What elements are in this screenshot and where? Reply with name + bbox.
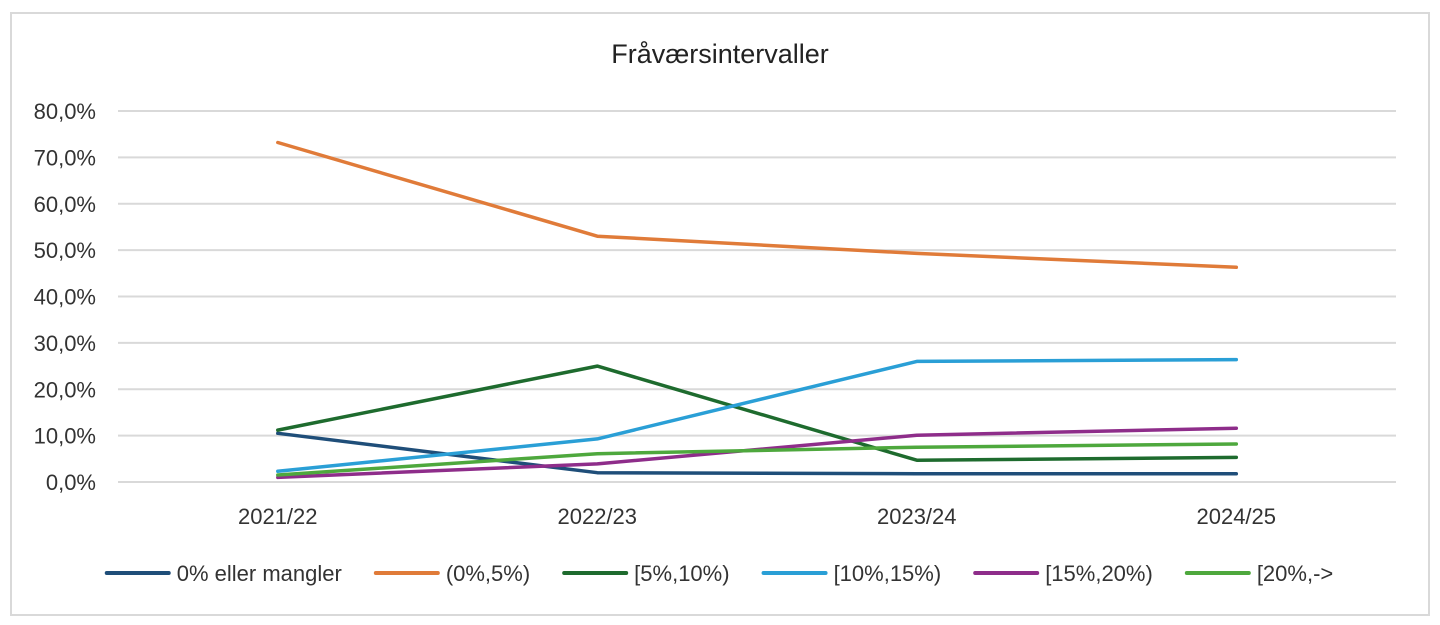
y-tick-label: 60,0% (34, 192, 96, 217)
legend-label: (0%,5%) (446, 561, 530, 586)
series-line-2 (276, 364, 1239, 462)
series-lines (276, 140, 1239, 480)
series-line-3 (276, 357, 1239, 474)
x-axis-ticks: 2021/22 2022/23 2023/24 2024/25 (238, 504, 1276, 529)
legend-label: 0% eller mangler (177, 561, 342, 586)
legend-label: [15%,20%) (1045, 561, 1153, 586)
y-axis-ticks: 0,0% 10,0% 20,0% 30,0% 40,0% 50,0% 60,0% 70,0% 8… (34, 99, 96, 495)
y-tick-label: 70,0% (34, 145, 96, 170)
x-tick-label: 2024/25 (1196, 504, 1276, 529)
legend: 0% eller mangler (0%,5%) [5%,10%) [10%,15%)… (104, 561, 1333, 586)
y-tick-label: 30,0% (34, 331, 96, 356)
x-tick-label: 2021/22 (238, 504, 318, 529)
legend-label: [5%,10%) (634, 561, 729, 586)
x-tick-label: 2022/23 (557, 504, 637, 529)
series-line-1 (276, 140, 1239, 270)
chart-frame (10, 12, 1430, 616)
y-tick-label: 80,0% (34, 99, 96, 124)
y-tick-label: 10,0% (34, 424, 96, 449)
x-tick-label: 2023/24 (877, 504, 957, 529)
series-line-5 (276, 442, 1239, 477)
legend-label: [20%,-> (1257, 561, 1333, 586)
y-tick-label: 40,0% (34, 285, 96, 310)
gridlines (118, 110, 1396, 483)
y-tick-label: 20,0% (34, 377, 96, 402)
y-tick-label: 0,0% (46, 470, 96, 495)
legend-label: [10%,15%) (834, 561, 942, 586)
chart-title: Fråværsintervaller (611, 39, 829, 69)
y-tick-label: 50,0% (34, 238, 96, 263)
series-line-0 (276, 431, 1239, 476)
